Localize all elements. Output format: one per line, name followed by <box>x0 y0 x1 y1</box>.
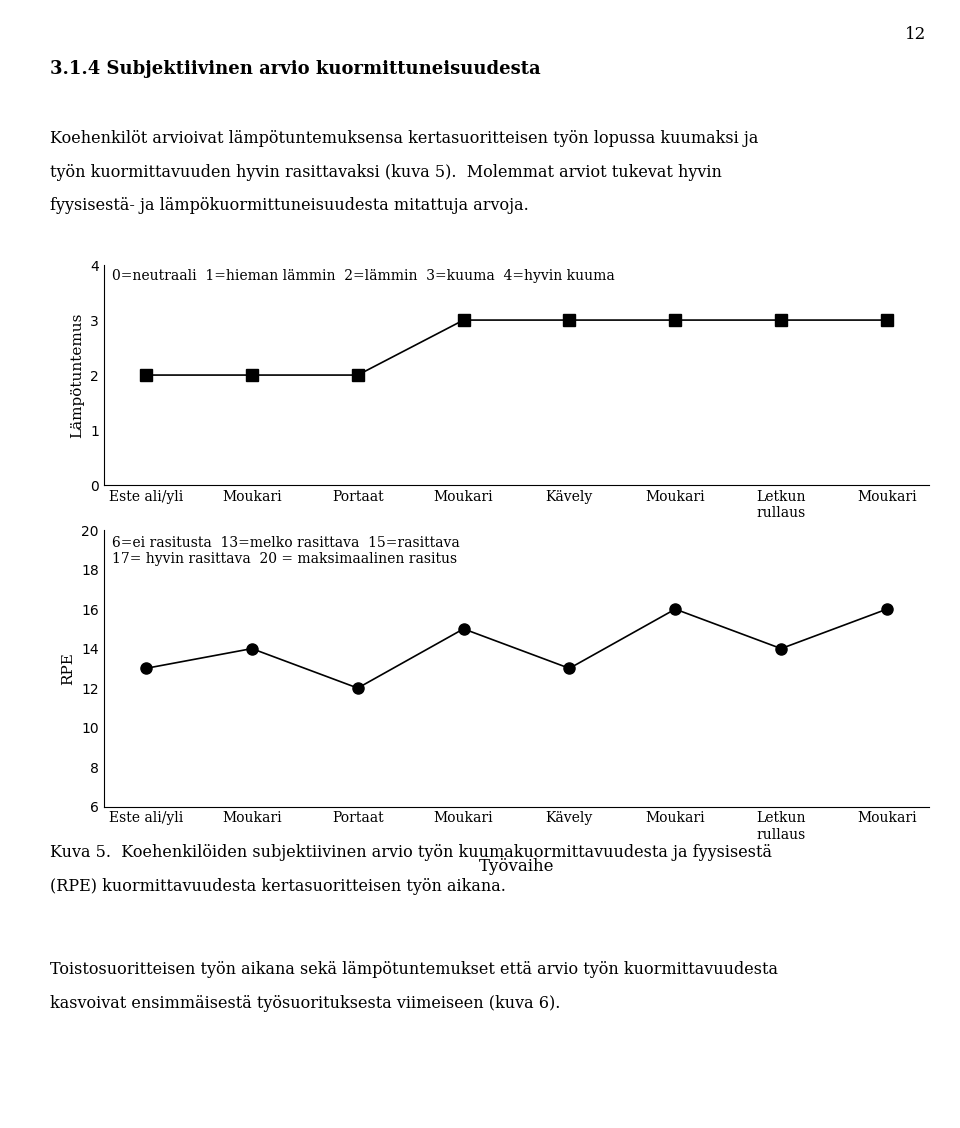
Text: Koehenkilöt arvioivat lämpötuntemuksensa kertasuoritteisen työn lopussa kuumaksi: Koehenkilöt arvioivat lämpötuntemuksensa… <box>50 130 758 147</box>
Text: työn kuormittavuuden hyvin rasittavaksi (kuva 5).  Molemmat arviot tukevat hyvin: työn kuormittavuuden hyvin rasittavaksi … <box>50 164 722 180</box>
Text: 6=ei rasitusta  13=melko rasittava  15=rasittava
17= hyvin rasittava  20 = maksi: 6=ei rasitusta 13=melko rasittava 15=ras… <box>112 536 460 566</box>
Y-axis label: RPE: RPE <box>61 652 76 685</box>
Text: kasvoivat ensimmäisestä työsuorituksesta viimeiseen (kuva 6).: kasvoivat ensimmäisestä työsuorituksesta… <box>50 995 561 1012</box>
Text: 3.1.4 Subjektiivinen arvio kuormittuneisuudesta: 3.1.4 Subjektiivinen arvio kuormittuneis… <box>50 60 540 78</box>
Text: (RPE) kuormittavuudesta kertasuoritteisen työn aikana.: (RPE) kuormittavuudesta kertasuoritteise… <box>50 878 506 895</box>
Text: Kuva 5.  Koehenkilöiden subjektiivinen arvio työn kuumakuormittavuudesta ja fyys: Kuva 5. Koehenkilöiden subjektiivinen ar… <box>50 844 772 861</box>
Text: Toistosuoritteisen työn aikana sekä lämpötuntemukset että arvio työn kuormittavu: Toistosuoritteisen työn aikana sekä lämp… <box>50 961 778 978</box>
Y-axis label: Lämpötuntemus: Lämpötuntemus <box>70 312 84 438</box>
Text: fyysisestä- ja lämpökuormittuneisuudesta mitattuja arvoja.: fyysisestä- ja lämpökuormittuneisuudesta… <box>50 197 529 214</box>
Text: 0=neutraali  1=hieman lämmin  2=lämmin  3=kuuma  4=hyvin kuuma: 0=neutraali 1=hieman lämmin 2=lämmin 3=k… <box>112 270 614 283</box>
X-axis label: Työvaihe: Työvaihe <box>479 858 554 875</box>
Text: 12: 12 <box>905 26 926 43</box>
